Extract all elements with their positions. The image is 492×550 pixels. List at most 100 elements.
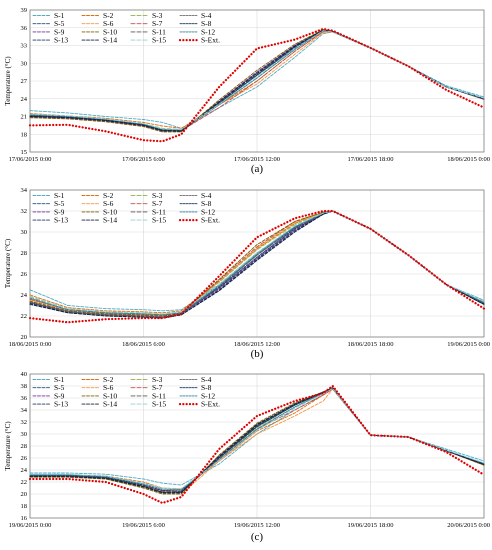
y-axis-label: Temperature (°C) <box>4 421 12 471</box>
legend-label: S-1 <box>54 375 65 384</box>
plot-frame <box>29 373 485 519</box>
legend-label: S-5 <box>54 19 65 28</box>
x-tick-label: 17/06/2015 0:00 <box>9 156 52 163</box>
y-tick-label: 20 <box>21 334 28 341</box>
x-tick-label: 19/06/2015 0:00 <box>9 522 52 529</box>
legend-label: S-11 <box>152 207 166 216</box>
legend-label: S-4 <box>201 191 212 200</box>
y-tick-label: 27 <box>21 78 28 85</box>
y-tick-label: 26 <box>21 455 28 462</box>
y-tick-label: 28 <box>21 443 28 450</box>
x-tick-label: 17/06/2015 18:00 <box>347 156 393 163</box>
series-line-s-ext <box>28 27 486 143</box>
y-tick-label: 32 <box>21 208 28 215</box>
legend-label: S-9 <box>54 207 65 216</box>
plot-frame <box>29 9 485 153</box>
y-tick-label: 39 <box>21 7 28 14</box>
legend-label: S-10 <box>103 391 117 400</box>
series-line-s-10 <box>29 387 485 495</box>
y-tick-label: 24 <box>21 467 28 474</box>
series-line-s-ext <box>28 384 486 505</box>
legend-label: S-14 <box>103 216 117 225</box>
legend-label: S-9 <box>54 391 65 400</box>
legend-label: S-2 <box>103 191 114 200</box>
legend-label: S-13 <box>54 36 68 45</box>
legend-label: S-13 <box>54 216 68 225</box>
legend-label: S-3 <box>152 11 163 20</box>
legend-label: S-7 <box>152 199 163 208</box>
legend-label: S-2 <box>103 375 114 384</box>
legend-label: S-1 <box>54 191 65 200</box>
legend-label: S-10 <box>103 207 117 216</box>
legend-label: S-11 <box>152 27 166 36</box>
series-line-s-15 <box>29 30 485 130</box>
legend-label: S-6 <box>103 199 114 208</box>
x-tick-label: 18/06/2015 12:00 <box>234 341 280 348</box>
series-line-s-15 <box>29 387 485 490</box>
chart-panel-2: 20 22 24 26 28 30 32 34 18/06/2015 0:00 18/06/201… <box>4 187 490 360</box>
legend-label: S-14 <box>103 400 117 409</box>
y-tick-label: 16 <box>21 515 28 522</box>
legend-label: S-12 <box>201 27 215 36</box>
legend-label: S-8 <box>201 383 212 392</box>
legend-label: S-10 <box>103 27 117 36</box>
x-tick-label: 19/06/2015 0:00 <box>447 341 490 348</box>
legend-label: S-12 <box>201 207 215 216</box>
y-tick-label: 22 <box>21 313 28 320</box>
y-tick-label: 24 <box>21 96 28 103</box>
x-tick-label: 19/06/2015 6:00 <box>122 522 165 529</box>
y-tick-label: 34 <box>21 187 28 194</box>
legend-label: S-15 <box>152 216 166 225</box>
legend-label: S-2 <box>103 11 114 20</box>
legend-label: S-7 <box>152 383 163 392</box>
y-tick-label: 40 <box>21 371 28 378</box>
legend-label: S-1 <box>54 11 65 20</box>
y-tick-label: 30 <box>21 60 28 67</box>
legend-label: S-8 <box>201 199 212 208</box>
legend-label: S-3 <box>152 191 163 200</box>
chart-panel-1: 15 18 21 24 27 30 33 36 39 17/06/2015 0:00 17/06/2… <box>4 7 490 175</box>
legend-label: S-5 <box>54 199 65 208</box>
legend-label: S-11 <box>152 391 166 400</box>
x-tick-label: 17/06/2015 6:00 <box>122 156 165 163</box>
legend-label: S-Ext. <box>201 400 220 409</box>
legend-label: S-7 <box>152 19 163 28</box>
y-tick-label: 15 <box>21 149 28 156</box>
y-tick-label: 32 <box>21 419 28 426</box>
legend-label: S-Ext. <box>201 36 220 45</box>
y-axis-label: Temperature (°C) <box>4 238 12 288</box>
legend-label: S-9 <box>54 27 65 36</box>
series-line-s-ext <box>28 209 486 324</box>
x-tick-label: 17/06/2015 12:00 <box>234 156 280 163</box>
legend-label: S-4 <box>201 375 212 384</box>
plot-frame <box>29 189 485 338</box>
legend-label: S-6 <box>103 383 114 392</box>
x-tick-label: 18/06/2015 0:00 <box>447 156 490 163</box>
y-tick-label: 36 <box>21 395 28 402</box>
y-tick-label: 21 <box>21 114 28 121</box>
y-tick-label: 24 <box>21 292 28 299</box>
x-tick-label: 18/06/2015 6:00 <box>122 341 165 348</box>
y-tick-label: 38 <box>21 383 28 390</box>
legend-label: S-8 <box>201 19 212 28</box>
legend-label: S-12 <box>201 391 215 400</box>
x-tick-label: 20/06/2015 0:00 <box>447 522 490 529</box>
y-tick-label: 36 <box>21 25 28 32</box>
y-tick-label: 20 <box>21 491 28 498</box>
y-tick-label: 30 <box>21 431 28 438</box>
x-tick-label: 18/06/2015 18:00 <box>347 341 393 348</box>
y-tick-label: 34 <box>21 407 28 414</box>
legend-label: S-6 <box>103 19 114 28</box>
panel-label: (a) <box>251 163 264 175</box>
y-tick-label: 26 <box>21 271 28 278</box>
x-tick-label: 19/06/2015 18:00 <box>347 522 393 529</box>
legend-label: S-15 <box>152 400 166 409</box>
legend-label: S-13 <box>54 400 68 409</box>
panel-label: (c) <box>251 531 264 543</box>
panel-label: (b) <box>251 348 264 360</box>
chart-panel-3: 16 18 20 22 24 26 28 30 32 34 36 38 40 19/06/2015 0:0… <box>4 371 490 543</box>
y-tick-label: 30 <box>21 229 28 236</box>
legend-label: S-14 <box>103 36 117 45</box>
x-tick-label: 19/06/2015 12:00 <box>234 522 280 529</box>
legend-label: S-15 <box>152 36 166 45</box>
